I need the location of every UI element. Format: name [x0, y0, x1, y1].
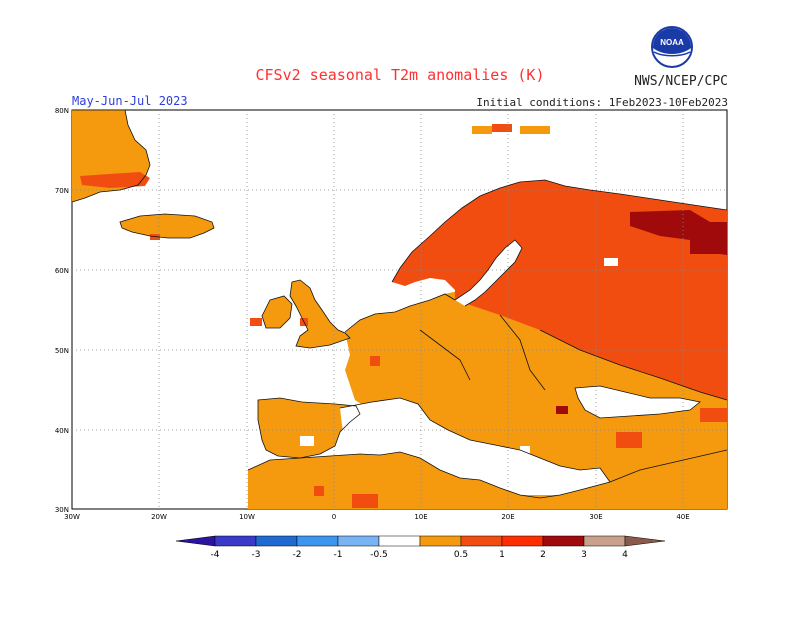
lon-label: 20E	[501, 513, 514, 521]
legend-tick-label: -2	[293, 550, 302, 560]
greenland-anomaly-strong	[80, 172, 150, 188]
lon-label: 30W	[64, 513, 80, 521]
legend-swatch	[583, 535, 626, 547]
lat-label: 40N	[55, 427, 69, 435]
initial-conditions-label: Initial conditions: 1Feb2023-10Feb2023	[476, 96, 728, 109]
legend-swatch	[378, 535, 421, 547]
legend-tick-label: -4	[211, 550, 220, 560]
legend-tick-label: 0.5	[454, 550, 468, 560]
lat-label: 80N	[55, 107, 69, 115]
legend-swatch	[255, 535, 298, 547]
legend-swatch	[337, 535, 380, 547]
legend-tick-label: 3	[581, 550, 587, 560]
legend-swatch	[542, 535, 585, 547]
noaa-logo-text: NOAA	[660, 38, 684, 47]
lat-label: 70N	[55, 187, 69, 195]
mediterranean-neutral	[340, 398, 610, 495]
legend-arrow-high	[624, 535, 666, 547]
lat-labels: 80N 70N 60N 50N 40N 30N	[55, 107, 69, 514]
black-sea-neutral	[575, 386, 700, 418]
legend-swatch	[460, 535, 503, 547]
map-title: CFSv2 seasonal T2m anomalies (K)	[255, 66, 545, 84]
baltic-neutral	[455, 240, 522, 306]
britain-anomaly	[290, 280, 350, 348]
iceland-anomaly-strong	[150, 234, 160, 240]
lon-label: 10W	[239, 513, 255, 521]
scandinavia-russia-anomaly	[392, 180, 727, 400]
iberia-anomaly	[258, 398, 360, 458]
legend-tick-label: 4	[622, 550, 628, 560]
lon-label: 20W	[151, 513, 167, 521]
lon-labels: 30W 20W 10W 0 10E 20E 30E 40E	[64, 513, 690, 521]
season-label: May-Jun-Jul 2023	[72, 94, 188, 108]
iceland-anomaly	[120, 214, 214, 238]
map-grid	[72, 110, 727, 509]
lat-label: 30N	[55, 506, 69, 514]
legend-tick-label: 1	[499, 550, 505, 560]
lon-label: 30E	[589, 513, 602, 521]
lat-label: 60N	[55, 267, 69, 275]
legend-swatch	[419, 535, 462, 547]
legend-tick-label: 2	[540, 550, 546, 560]
lat-label: 50N	[55, 347, 69, 355]
coastlines	[71, 109, 728, 499]
anomaly-fields	[72, 110, 727, 509]
lon-label: 0	[332, 513, 336, 521]
legend-tick-label: -1	[334, 550, 343, 560]
legend-arrow-low	[175, 535, 216, 547]
lon-label: 10E	[414, 513, 427, 521]
organization-label: NWS/NCEP/CPC	[634, 74, 728, 89]
legend-swatch	[296, 535, 339, 547]
lon-label: 40E	[676, 513, 689, 521]
noaa-logo: NOAA	[651, 26, 693, 68]
legend-tick-label: -3	[252, 550, 261, 560]
svalbard-anomaly	[472, 126, 492, 134]
legend-swatch	[501, 535, 544, 547]
color-legend: -4 -3 -2 -1 -0.5 0.5 1 2 3 4	[175, 535, 666, 560]
ireland-anomaly	[262, 296, 292, 328]
legend-tick-label: -0.5	[370, 550, 388, 560]
legend-swatch	[214, 535, 257, 547]
